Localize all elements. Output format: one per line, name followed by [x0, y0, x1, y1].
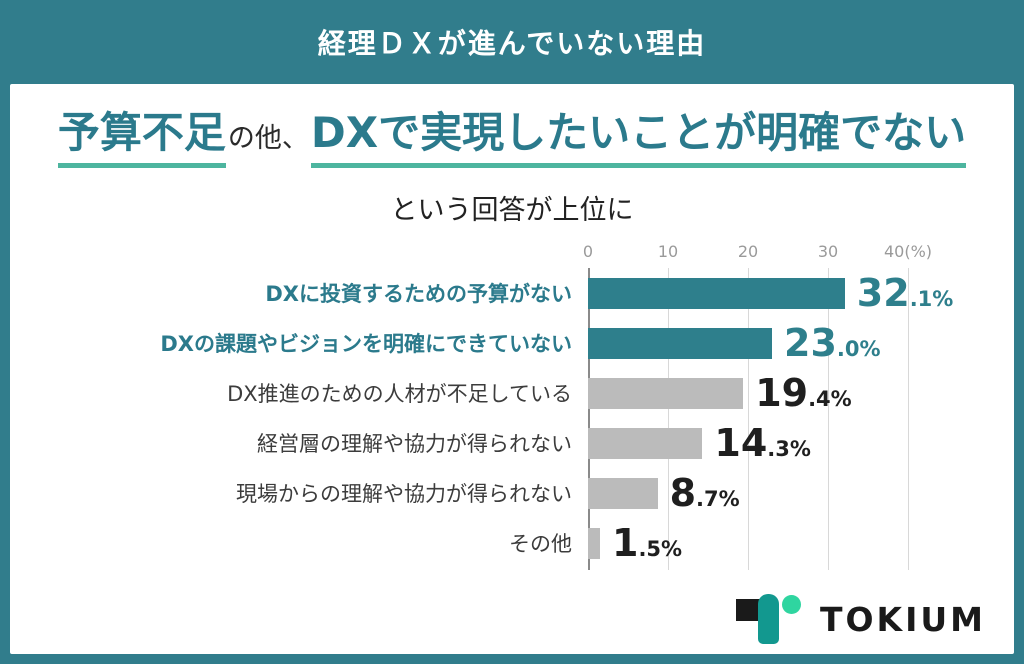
headline-subtitle: という回答が上位に — [390, 195, 634, 226]
bar-label: 経営層の理解や協力が得られない — [257, 432, 572, 456]
gridline-30 — [828, 268, 829, 570]
bar-track: 14.3% — [588, 418, 811, 468]
tokium-logo-icon — [735, 594, 801, 644]
tick-label-20: 20 — [737, 242, 759, 261]
logo-green-dot — [781, 595, 801, 614]
gridline-10 — [668, 268, 669, 570]
y-axis-line — [588, 268, 590, 570]
bar-value: 14.3% — [714, 421, 811, 465]
chart-rows: DXに投資するための予算がない 32.1% DXの課題やビジョンを明確にできていない… — [140, 268, 1000, 568]
headline-connector: の他、 — [227, 123, 309, 154]
x-axis-ticks: 0 10 20 30 40(%) — [140, 242, 1000, 268]
bar-label: 現場からの理解や協力が得られない — [236, 482, 572, 506]
bar — [588, 377, 744, 409]
tick-label-40: 40(%) — [883, 242, 933, 261]
bar-label: その他 — [509, 532, 572, 556]
tick-label-30: 30 — [817, 242, 839, 261]
chart-gridlines — [588, 268, 909, 570]
bar-value: 1.5% — [612, 521, 683, 565]
tokium-logo: TOKIUM — [735, 594, 986, 644]
banner-title: 経理ＤＸが進んでいない理由 — [317, 27, 707, 60]
bar-track: 19.4% — [588, 368, 852, 418]
table-row: DX推進のための人材が不足している 19.4% — [140, 368, 1000, 418]
headline-dx-goal: DXで実現したいことが明確でない — [310, 109, 967, 169]
logo-teal-bar — [757, 594, 779, 644]
bar-value: 23.0% — [784, 321, 881, 365]
bar — [588, 527, 600, 559]
bar-label: DXの課題やビジョンを明確にできていない — [160, 332, 572, 356]
bar-label: DXに投資するための予算がない — [265, 282, 572, 306]
tick-label-10: 10 — [657, 242, 679, 261]
table-row: DXの課題やビジョンを明確にできていない 23.0% — [140, 318, 1000, 368]
gridline-20 — [748, 268, 749, 570]
headline: 予算不足の他、DXで実現したいことが明確でない — [10, 109, 1014, 169]
bar-track: 32.1% — [588, 268, 953, 318]
bar-track: 1.5% — [588, 518, 682, 568]
bar-chart: 0 10 20 30 40(%) DXに投資するための予算がない 32.1% DXの課題やビ… — [140, 242, 1000, 572]
logo-black-square — [735, 599, 763, 621]
banner: 経理ＤＸが進んでいない理由 — [0, 0, 1024, 84]
table-row: 経営層の理解や協力が得られない 14.3% — [140, 418, 1000, 468]
bar — [588, 327, 772, 359]
bar — [588, 427, 703, 459]
bar-label: DX推進のための人材が不足している — [227, 382, 572, 406]
headline-budget-shortage: 予算不足 — [57, 109, 226, 169]
bar-track: 23.0% — [588, 318, 881, 368]
table-row: 現場からの理解や協力が得られない 8.7% — [140, 468, 1000, 518]
tokium-logo-text: TOKIUM — [819, 599, 986, 639]
table-row: その他 1.5% — [140, 518, 1000, 568]
bar — [588, 477, 658, 509]
tick-label-0: 0 — [582, 242, 594, 261]
card: 予算不足の他、DXで実現したいことが明確でない という回答が上位に 0 10 20 3… — [10, 84, 1014, 654]
bar-value: 19.4% — [755, 371, 852, 415]
table-row: DXに投資するための予算がない 32.1% — [140, 268, 1000, 318]
bar-value: 8.7% — [669, 471, 740, 515]
gridline-40 — [908, 268, 909, 570]
bar-value: 32.1% — [856, 271, 954, 315]
bar-track: 8.7% — [588, 468, 740, 518]
bar — [588, 277, 845, 309]
